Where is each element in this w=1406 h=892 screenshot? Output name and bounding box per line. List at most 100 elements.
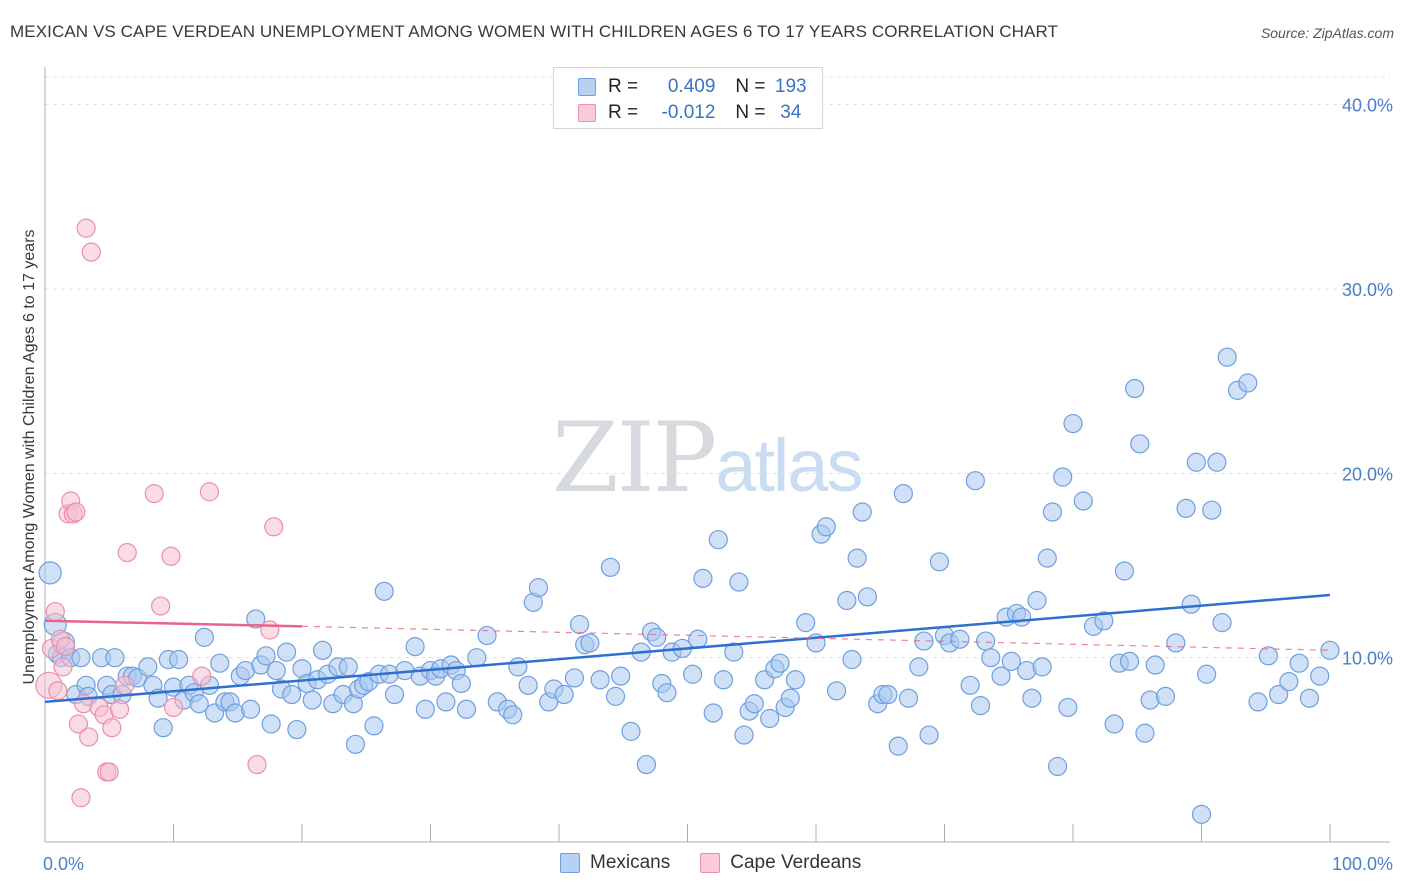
mexicans-point [477,625,497,646]
mexicans-point [210,653,230,673]
source-label: Source: ZipAtlas.com [1260,25,1394,41]
cape-verdeans-point [151,596,171,616]
trend-lines [44,593,1331,704]
cape-verdeans-point [161,546,181,566]
mexicans-trend-line [44,593,1331,704]
mexicans-point [1202,500,1222,520]
mexicans-point [708,530,728,550]
mexicans-point [105,648,125,668]
n-label: N = [735,76,766,97]
cape-verdeans-point [115,675,135,695]
mexicans-point [981,648,1001,668]
mexicans-point [1320,640,1340,660]
mexicans-point [1176,498,1196,518]
mexicans-point [929,552,949,572]
mexicans-point [826,681,847,701]
mexicans-point [467,648,487,668]
mexicans-point [734,725,754,745]
cape-verdeans-trend-line [44,619,303,628]
correlation-legend: R = 0.409 N = 193 R = -0.012 N = 34 [553,67,823,129]
mexicans-legend-swatch [560,853,580,873]
mexicans-point [415,699,435,719]
cape-verdeans-legend-swatch [700,853,721,873]
mexicans-point [785,670,806,690]
mexicans-point [1058,697,1078,718]
mexicans-point [693,568,713,588]
mexicans-point [1027,590,1047,611]
mexicans-point [1166,633,1186,653]
cape-verdeans-point [53,657,73,677]
mexicans-point [950,629,970,649]
legend-row-cape-verdeans: R = -0.012 N = 34 [578,101,811,125]
cape-verdeans-swatch [578,104,596,122]
mexicans-point [1094,611,1114,631]
legend-item-mexicans: Mexicans [560,852,670,874]
mexicans-point [282,684,302,705]
mexicans-point [384,684,405,705]
watermark-zip: ZIP [552,402,717,514]
n-label: N = [735,102,766,123]
y-tick-label: 30.0% [1342,280,1393,300]
mexicans-point [976,631,996,651]
tick-labels: 10.0% 20.0% 30.0% 40.0% 0.0% 100.0% [43,96,1393,874]
mexicans-swatch [578,78,596,96]
chart-title: MEXICAN VS CAPE VERDEAN UNEMPLOYMENT AMO… [10,22,1059,41]
n-value: 193 [774,76,807,97]
mexicans-point [1037,548,1057,568]
y-tick-label: 20.0% [1342,464,1393,484]
mexicans-point [600,557,621,577]
mexicans-point [909,657,929,677]
mexicans-point [1032,657,1052,677]
mexicans-point [770,653,790,673]
mexicans-point [569,614,590,635]
mexicans-point [1130,434,1150,454]
watermark: ZIPatlas [552,402,864,514]
cape-verdeans-point [76,218,96,238]
mexicans-point [857,587,878,607]
cape-verdeans-point [66,502,86,522]
mexicans-point [1217,347,1237,367]
mexicans-point [246,609,266,629]
x-tick-label: 100.0% [1332,854,1393,874]
mexicans-point [1299,688,1320,708]
mexicans-point [1125,378,1145,399]
mexicans-point [1248,692,1268,712]
cape-verdeans-point [163,697,184,718]
mexicans-point [647,627,667,647]
mexicans-point [1310,666,1330,686]
mexicans-point [1238,373,1258,393]
mexicans-point [580,633,600,653]
mexicans-point [261,714,281,734]
r-label: R = [608,102,639,123]
mexicans-point [564,668,585,688]
mexicans-point [605,686,626,706]
cape-verdeans-point [264,517,284,537]
legend-item-cape-verdeans: Cape Verdeans [700,852,861,874]
mexicans-point [1155,686,1176,706]
mexicans-point [436,692,456,712]
mexicans-point [1063,413,1083,434]
mexicans-point [837,590,857,611]
mexicans-point [965,471,985,491]
mexicans-point [1119,651,1140,671]
mexicans-point [345,734,366,754]
cape-verdeans-point [199,482,220,502]
mexicans-point [1258,646,1278,666]
mexicans-point [312,640,333,660]
mexicans-point [1047,756,1068,777]
mexicans-point [266,660,286,681]
mexicans-point [1135,723,1155,743]
cape-verdeans-point [102,718,122,738]
cape-verdeans-point [71,788,91,808]
cape-verdeans-point [99,762,119,782]
mexicans-point [71,648,91,668]
y-tick-label: 10.0% [1342,649,1393,669]
mexicans-point [508,657,528,677]
mexicans-point [888,736,908,756]
mexicans-point [744,694,764,714]
mexicans-point [893,484,913,504]
mexicans-point [241,699,261,719]
mexicans-point [1145,655,1165,675]
series-legend: Mexicans Cape Verdeans [560,852,891,874]
